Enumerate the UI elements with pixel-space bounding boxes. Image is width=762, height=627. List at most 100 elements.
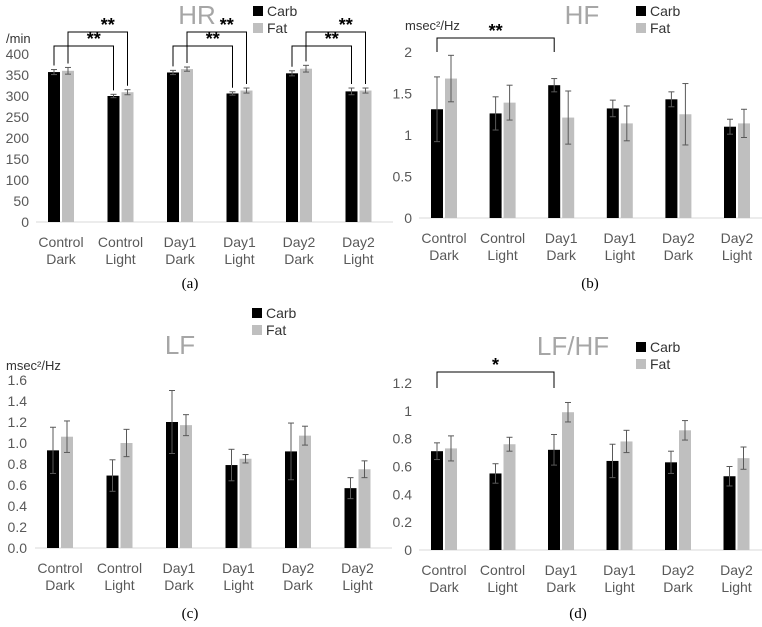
x-category-label: Light bbox=[605, 247, 635, 263]
chart-a: HR/min050100150200250300350400ControlDar… bbox=[6, 0, 393, 292]
bar-carb-4 bbox=[665, 462, 677, 550]
legend-swatch-fat bbox=[252, 325, 262, 335]
bar-carb-0 bbox=[431, 109, 443, 218]
bar-fat-0 bbox=[445, 448, 457, 550]
significance-bracket bbox=[436, 37, 555, 52]
y-axis-unit: msec²/Hz bbox=[6, 358, 61, 373]
y-tick-label: 1.2 bbox=[393, 375, 413, 391]
significance-label: ** bbox=[339, 15, 353, 35]
significance-bracket bbox=[53, 45, 114, 91]
legend-label-fat: Fat bbox=[267, 20, 287, 36]
bar-fat-5 bbox=[358, 469, 371, 548]
x-category-label: Day1 bbox=[545, 562, 578, 578]
y-tick-label: 0 bbox=[404, 542, 412, 558]
bar-carb-0 bbox=[48, 72, 60, 222]
bar-carb-0 bbox=[47, 450, 59, 548]
bar-fat-2 bbox=[562, 412, 574, 550]
bar-fat-4 bbox=[299, 435, 311, 548]
y-tick-label: 0.4 bbox=[393, 486, 413, 502]
x-category-label: Dark bbox=[45, 577, 76, 593]
bar-fat-4 bbox=[679, 430, 691, 550]
x-category-label: Day1 bbox=[222, 560, 255, 576]
x-category-label: Control bbox=[421, 230, 466, 246]
bar-carb-1 bbox=[489, 113, 502, 218]
y-tick-label: 1 bbox=[404, 403, 412, 419]
bar-carb-4 bbox=[665, 99, 678, 218]
legend-swatch-fat bbox=[253, 23, 263, 33]
legend-label-carb: Carb bbox=[267, 3, 298, 19]
y-tick-label: 400 bbox=[6, 46, 30, 62]
x-category-label: Dark bbox=[283, 577, 314, 593]
bar-carb-4 bbox=[285, 451, 297, 548]
x-category-label: Dark bbox=[663, 579, 694, 595]
panel-caption: (a) bbox=[182, 276, 199, 292]
bar-fat-0 bbox=[62, 70, 74, 222]
bar-carb-2 bbox=[548, 85, 561, 218]
chart-title: HF bbox=[565, 0, 600, 30]
significance-label: ** bbox=[101, 15, 115, 35]
y-tick-label: 1.6 bbox=[8, 372, 28, 388]
legend-label-carb: Carb bbox=[650, 339, 681, 355]
y-tick-label: 0.4 bbox=[8, 498, 28, 514]
chart-b: HFmsec²/Hz00.511.52ControlDarkControlLig… bbox=[393, 0, 762, 292]
bar-fat-0 bbox=[61, 436, 73, 548]
bar-fat-1 bbox=[503, 102, 516, 218]
x-category-label: Day2 bbox=[342, 234, 375, 250]
chart-title: LF bbox=[165, 330, 195, 360]
bar-fat-3 bbox=[620, 441, 633, 550]
x-category-label: Light bbox=[224, 251, 254, 267]
y-tick-label: 0 bbox=[21, 214, 29, 230]
x-category-label: Light bbox=[721, 579, 751, 595]
y-tick-label: 1 bbox=[404, 127, 412, 143]
y-tick-label: 200 bbox=[6, 130, 30, 146]
bar-carb-5 bbox=[344, 488, 357, 548]
x-category-label: Light bbox=[722, 247, 752, 263]
bar-fat-3 bbox=[620, 123, 633, 218]
bar-carb-1 bbox=[107, 96, 120, 222]
x-category-label: Day1 bbox=[603, 230, 636, 246]
x-category-label: Control bbox=[97, 560, 142, 576]
bar-fat-4 bbox=[679, 114, 692, 218]
significance-bracket bbox=[67, 31, 128, 86]
x-category-label: Day1 bbox=[545, 230, 578, 246]
x-category-label: Dark bbox=[546, 579, 577, 595]
y-tick-label: 0.6 bbox=[393, 459, 413, 475]
x-category-label: Light bbox=[105, 251, 135, 267]
x-category-label: Light bbox=[342, 577, 372, 593]
significance-bracket bbox=[172, 45, 233, 88]
bar-fat-4 bbox=[300, 68, 312, 222]
y-tick-label: 2 bbox=[404, 44, 412, 60]
bar-fat-2 bbox=[180, 425, 192, 548]
bar-carb-5 bbox=[723, 476, 736, 550]
bar-fat-3 bbox=[240, 90, 253, 222]
x-category-label: Day2 bbox=[662, 230, 695, 246]
y-tick-label: 100 bbox=[6, 172, 30, 188]
bar-carb-3 bbox=[225, 465, 238, 548]
chart-d: LF/HF00.20.40.60.811.2ControlDarkControl… bbox=[393, 331, 762, 622]
bar-fat-1 bbox=[121, 92, 134, 222]
bar-fat-0 bbox=[445, 78, 457, 218]
bar-carb-0 bbox=[431, 451, 443, 550]
legend-swatch-carb bbox=[252, 308, 262, 318]
legend-swatch-fat bbox=[636, 359, 646, 369]
y-tick-label: 0 bbox=[404, 210, 412, 226]
y-tick-label: 150 bbox=[6, 151, 30, 167]
legend-swatch-carb bbox=[636, 342, 646, 352]
y-tick-label: 0.8 bbox=[8, 456, 28, 472]
significance-label: * bbox=[492, 355, 499, 375]
x-category-label: Control bbox=[37, 560, 82, 576]
x-category-label: Day1 bbox=[603, 562, 636, 578]
bar-fat-5 bbox=[737, 458, 750, 550]
significance-label: ** bbox=[325, 29, 339, 49]
bar-fat-5 bbox=[359, 90, 372, 222]
bar-carb-3 bbox=[606, 460, 619, 550]
x-category-label: Dark bbox=[429, 247, 460, 263]
y-tick-label: 1.2 bbox=[8, 414, 28, 430]
x-category-label: Light bbox=[343, 251, 373, 267]
x-category-label: Day1 bbox=[164, 234, 197, 250]
chart-title: HR bbox=[178, 0, 216, 30]
x-category-label: Control bbox=[98, 234, 143, 250]
bar-fat-1 bbox=[120, 443, 133, 548]
y-axis-unit: msec²/Hz bbox=[405, 18, 460, 33]
x-category-label: Light bbox=[223, 577, 253, 593]
